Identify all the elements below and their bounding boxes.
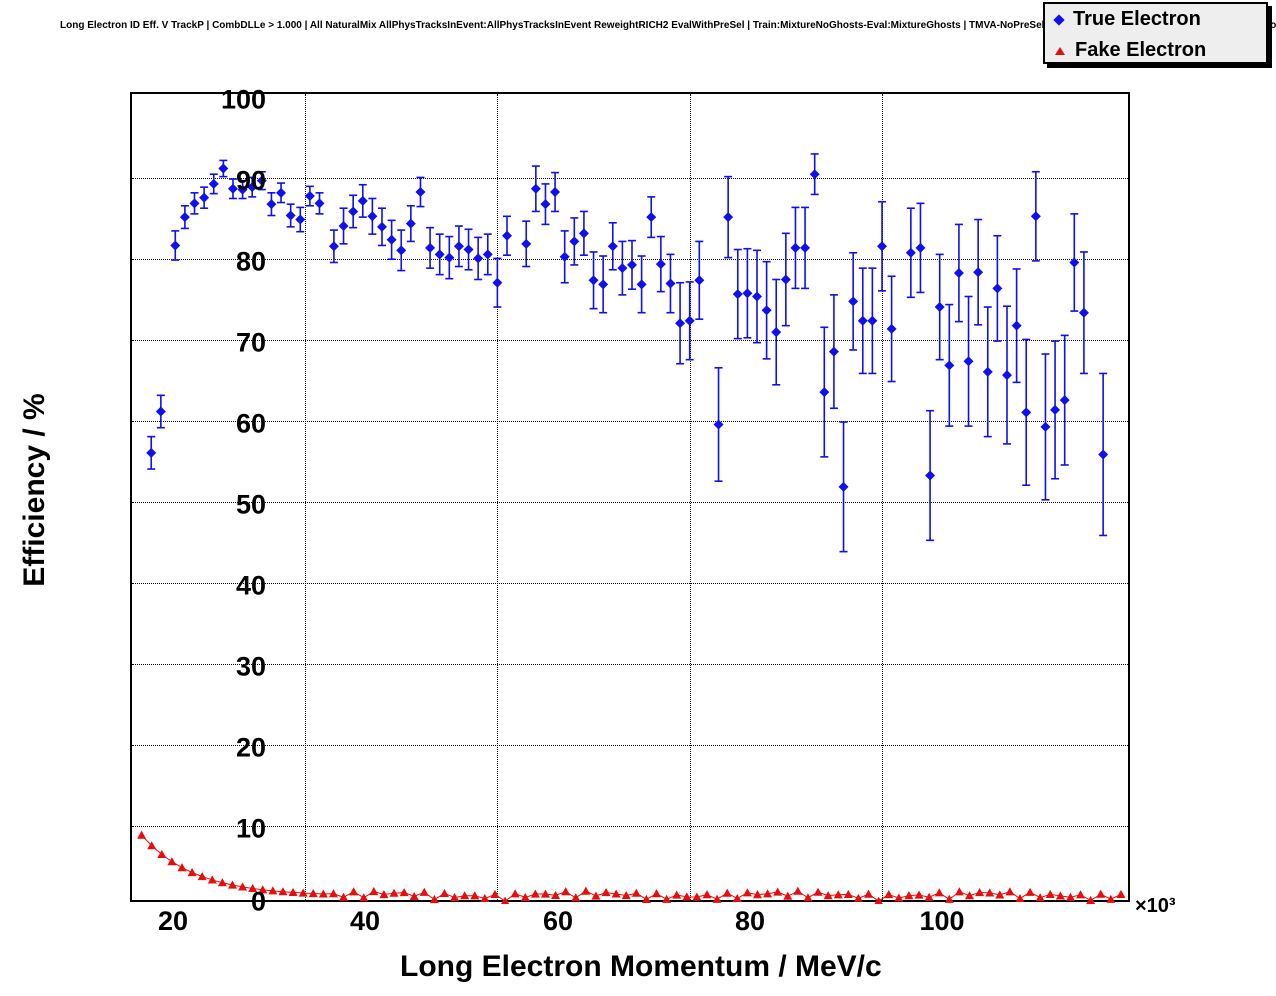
data-series-canvas <box>132 94 1132 904</box>
true-electron-marker-icon <box>1053 14 1064 25</box>
legend-entry-fake-electron[interactable]: Fake Electron <box>1045 35 1266 66</box>
y-tick-30: 30 <box>211 652 266 683</box>
legend-label-fake-electron: Fake Electron <box>1075 39 1206 62</box>
plot-area <box>130 92 1130 902</box>
y-tick-20: 20 <box>211 733 266 764</box>
y-tick-0: 0 <box>211 887 266 918</box>
x-tick-60: 60 <box>533 906 583 937</box>
y-axis-label: Efficiency / % <box>18 393 52 586</box>
fake-electron-series[interactable] <box>137 831 1125 904</box>
x-axis-label: Long Electron Momentum / MeV/c <box>400 950 882 984</box>
gridline-h-40 <box>132 583 1128 584</box>
y-tick-70: 70 <box>211 328 266 359</box>
true-electron-series[interactable] <box>146 154 1108 552</box>
gridline-h-50 <box>132 502 1128 503</box>
gridline-h-30 <box>132 664 1128 665</box>
gridline-h-60 <box>132 421 1128 422</box>
gridline-h-20 <box>132 745 1128 746</box>
y-tick-90: 90 <box>211 166 266 197</box>
gridline-v-40 <box>497 94 498 900</box>
x-tick-20: 20 <box>148 906 198 937</box>
y-tick-100: 100 <box>211 85 266 116</box>
gridline-h-10 <box>132 826 1128 827</box>
chart-root: Long Electron ID Eff. V TrackP | CombDLL… <box>0 0 1276 996</box>
gridline-v-80 <box>882 94 883 900</box>
gridline-v-20 <box>305 94 306 900</box>
legend-label-true-electron: True Electron <box>1073 8 1201 31</box>
y-tick-10: 10 <box>211 814 266 845</box>
gridline-v-60 <box>690 94 691 900</box>
y-tick-40: 40 <box>211 571 266 602</box>
x-tick-40: 40 <box>340 906 390 937</box>
legend-box[interactable]: True Electron Fake Electron <box>1043 2 1268 64</box>
legend-entry-true-electron[interactable]: True Electron <box>1045 4 1266 35</box>
gridline-h-80 <box>132 259 1128 260</box>
x-tick-100: 100 <box>917 906 967 937</box>
axis-scale-label: ×10³ <box>1135 895 1176 918</box>
y-tick-60: 60 <box>211 409 266 440</box>
gridline-h-70 <box>132 340 1128 341</box>
y-tick-50: 50 <box>211 490 266 521</box>
gridline-h-90 <box>132 178 1128 179</box>
fake-electron-marker-icon <box>1055 47 1065 55</box>
y-tick-80: 80 <box>211 247 266 278</box>
x-tick-80: 80 <box>725 906 775 937</box>
